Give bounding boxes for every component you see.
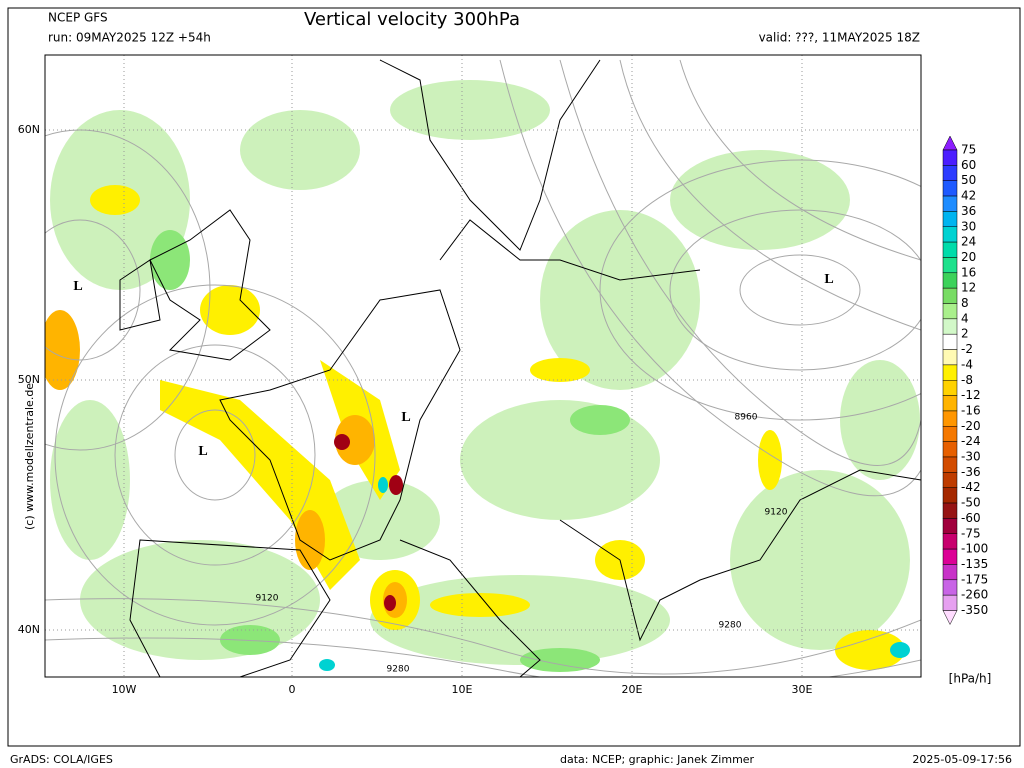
colorbar-swatch [942,502,958,519]
colorbar-label: -36 [961,465,981,479]
colorbar-swatch [942,410,958,427]
colorbar-label: -60 [961,511,981,525]
colorbar-swatch [942,518,958,535]
colorbar-label: -75 [961,526,981,540]
colorbar-swatch [942,395,958,412]
colorbar-label: 2 [961,327,969,341]
colorbar-swatch [942,211,958,227]
colorbar-swatch [942,579,958,596]
contour-label: 8960 [735,413,758,423]
valid: valid: ???, 11MAY2025 18Z [759,31,920,45]
colorbar-swatch [942,548,958,565]
colorbar-arrow [942,610,958,626]
colorbar-label: 12 [961,281,976,295]
colorbar-label: 36 [961,204,976,218]
lat-label: 60N [18,123,40,136]
footer-credit: data: NCEP; graphic: Janek Zimmer [560,753,755,766]
colorbar-label: 24 [961,235,976,249]
footer-timestamp: 2025-05-09-17:56 [912,753,1012,766]
colorbar-swatch [942,272,958,289]
map-frame [44,54,922,678]
colorbar-label: -350 [961,603,988,617]
colorbar-label: 30 [961,219,976,233]
footer-left: GrADS: COLA/IGES [10,753,113,766]
contour-label: 9120 [765,508,788,518]
lon-label: 30E [792,683,813,696]
colorbar-label: 20 [961,250,976,264]
colorbar-swatch [942,165,958,181]
low-pressure-label: L [198,444,207,459]
lon-label: 0 [289,683,296,696]
colorbar-label: 8 [961,296,969,310]
colorbar-label: -8 [961,373,973,387]
colorbar-label: -100 [961,542,988,556]
lon-label: 10W [112,683,137,696]
colorbar-swatch [942,533,958,550]
colorbar-swatch [942,456,958,473]
colorbar-swatch [942,594,958,611]
colorbar-arrow [942,135,958,151]
contour-label: 9280 [387,665,410,675]
colorbar-label: -16 [961,403,981,417]
colorbar-swatch [942,364,958,381]
lat-label: 40N [18,623,40,636]
colorbar-label: -175 [961,572,988,586]
colorbar-swatch [942,195,958,212]
low-pressure-label: L [401,410,410,425]
lon-label: 20E [622,683,643,696]
contour-label: 9280 [719,621,742,631]
colorbar-swatch [942,472,958,488]
colorbar-swatch [942,287,958,304]
colorbar-label: -42 [961,480,981,494]
colorbar-label: -260 [961,588,988,602]
run: run: 09MAY2025 12Z +54h [48,31,211,45]
colorbar-swatch [942,303,958,320]
colorbar-swatch [942,426,958,442]
colorbar-label: -20 [961,419,981,433]
lon-label: 10E [452,683,473,696]
map-field: L L L L 8960 9120 9120 9280 9280 [45,55,921,677]
colorbar-swatch [942,380,958,396]
colorbar-label: 60 [961,158,976,172]
title: Vertical velocity 300hPa [304,9,520,30]
colorbar-swatch [942,441,958,458]
colorbar-label: -12 [961,388,981,402]
colorbar-swatch [942,318,958,335]
colorbar-swatch [942,257,958,274]
contour-label: 9120 [256,594,279,604]
colorbar-label: 4 [961,311,969,325]
page-frame [7,7,1021,747]
colorbar-swatch [942,487,958,504]
colorbar-label: -50 [961,496,981,510]
colorbar-label: 75 [961,143,976,157]
colorbar-swatch [942,180,958,197]
colorbar-label: -4 [961,357,973,371]
colorbar-label: -30 [961,450,981,464]
colorbar-label: 42 [961,189,976,203]
lat-label: 50N [18,373,40,386]
colorbar-unit: [hPa/h] [949,672,992,686]
colorbar-swatch [942,333,958,350]
colorbar-swatch [942,241,958,258]
colorbar-label: 16 [961,265,976,279]
map-labels: L L L L 8960 9120 9120 9280 9280 [73,272,833,674]
colorbar-label: 50 [961,173,976,187]
colorbar-swatch [942,564,958,581]
colorbar-label: -2 [961,342,973,356]
colorbar-label: -135 [961,557,988,571]
colorbar-swatch [942,226,958,243]
colorbar-swatch [942,149,958,166]
watermark: (c) www.modellzentrale.de [23,383,36,530]
source: NCEP GFS [48,11,108,25]
colorbar-label: -24 [961,434,981,448]
colorbar-swatch [942,349,958,366]
low-pressure-label: L [824,272,833,287]
low-pressure-label: L [73,279,82,294]
